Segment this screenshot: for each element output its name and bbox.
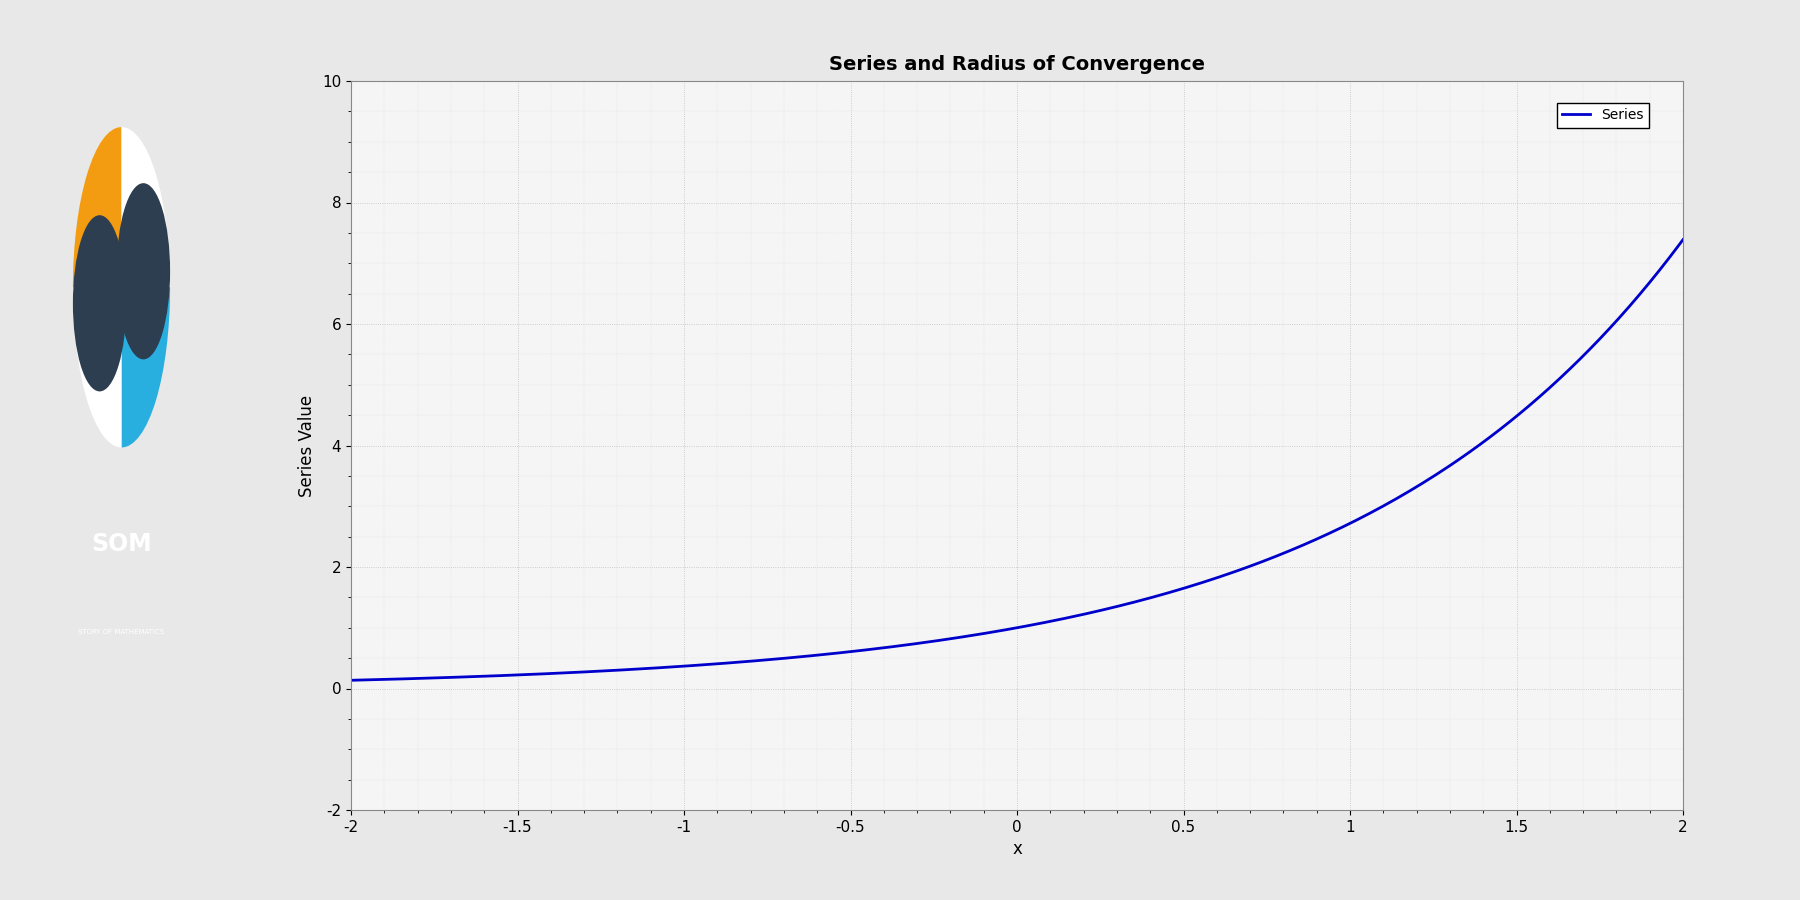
- Series: [1309, 533, 1330, 544]
- Circle shape: [117, 184, 171, 359]
- X-axis label: x: x: [1012, 841, 1022, 859]
- Series: [868, 643, 889, 653]
- Text: STORY OF MATHEMATICS: STORY OF MATHEMATICS: [79, 629, 164, 634]
- Text: SOM: SOM: [92, 532, 151, 555]
- Line: Series: Series: [351, 239, 1683, 680]
- Series: [1301, 536, 1323, 546]
- Series: [774, 652, 796, 663]
- Wedge shape: [72, 287, 122, 447]
- Series: [1179, 581, 1201, 592]
- Series: [340, 675, 362, 686]
- Wedge shape: [72, 127, 122, 287]
- Series: [1672, 234, 1694, 245]
- Series: [500, 670, 522, 680]
- Wedge shape: [122, 287, 171, 447]
- Title: Series and Radius of Convergence: Series and Radius of Convergence: [830, 55, 1204, 74]
- Wedge shape: [122, 127, 171, 287]
- Y-axis label: Series Value: Series Value: [299, 394, 317, 497]
- Circle shape: [72, 215, 126, 392]
- Legend: Series: Series: [1557, 103, 1649, 128]
